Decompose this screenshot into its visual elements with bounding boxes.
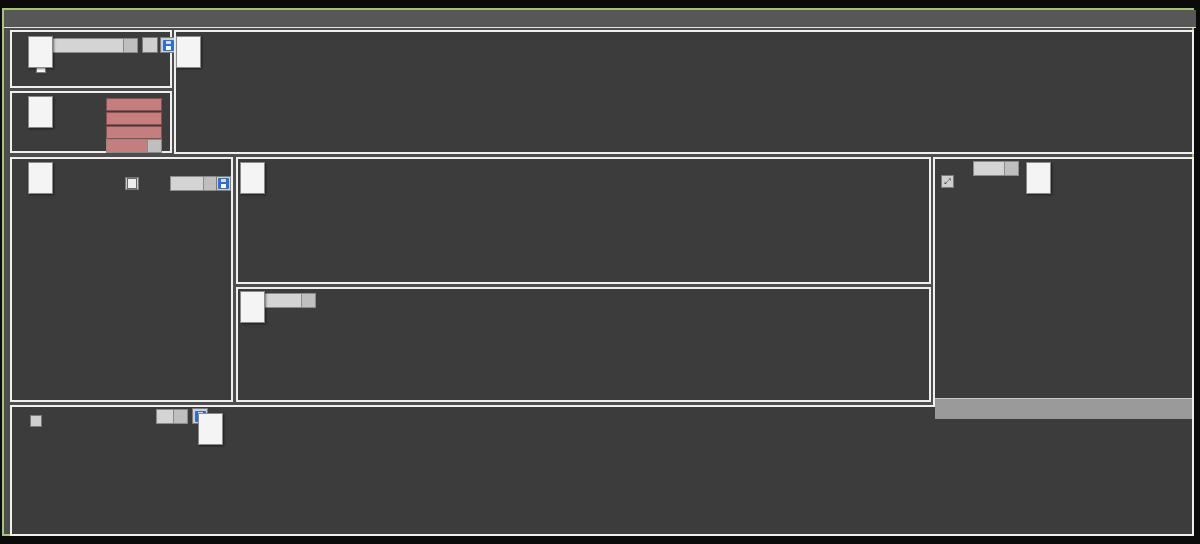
- axis-scale-button[interactable]: ⤢: [941, 175, 954, 188]
- spectrum-method-select[interactable]: [260, 293, 316, 308]
- height-field[interactable]: [106, 126, 162, 139]
- annotation-badge-8: [198, 413, 223, 445]
- map-count-select[interactable]: [973, 161, 1019, 176]
- annotation-badge-7: [1026, 162, 1051, 194]
- gender-select[interactable]: [106, 139, 162, 153]
- tachogram-panel: [236, 157, 931, 284]
- impulse-plot[interactable]: [176, 32, 1192, 152]
- tachogram-plot[interactable]: [238, 159, 929, 282]
- annotation-badge-5: [240, 162, 265, 194]
- return-map-xlabel-bar: [935, 398, 1192, 419]
- chevron-down-icon: [173, 410, 187, 423]
- annotation-badge-4: [176, 36, 201, 68]
- annotation-badge-1: [28, 36, 53, 68]
- spectrum-plot[interactable]: [238, 289, 929, 400]
- record-select[interactable]: [170, 176, 218, 191]
- save-icon: [218, 178, 229, 189]
- impulse-plot-panel: [174, 30, 1194, 154]
- save-hrv-button[interactable]: [216, 176, 231, 191]
- chevron-down-icon: [301, 294, 315, 307]
- copy-local-button[interactable]: [125, 177, 139, 190]
- segmentwise-panel: [10, 405, 1194, 536]
- save-icon: [163, 40, 174, 51]
- segmentwise-plot[interactable]: [12, 407, 1192, 534]
- spectrum-panel: [236, 287, 931, 402]
- chevron-down-icon: [203, 177, 217, 190]
- extract-signal-button[interactable]: [142, 37, 158, 53]
- copy-icon: [127, 178, 137, 189]
- title-bar: [4, 10, 1196, 28]
- weight-field[interactable]: [106, 112, 162, 125]
- age-field[interactable]: [106, 98, 162, 111]
- annotation-badge-3: [28, 162, 53, 194]
- pulse-window: ⤢: [0, 0, 1200, 544]
- chevron-down-icon: [1004, 162, 1018, 175]
- chevron-down-icon: [123, 39, 137, 52]
- annotation-badge-2: [28, 96, 53, 128]
- close-legend-button[interactable]: [30, 415, 42, 427]
- segment-count-select[interactable]: [156, 409, 188, 424]
- annotation-badge-6: [240, 291, 265, 323]
- chevron-down-icon: [147, 140, 161, 152]
- return-map-plot[interactable]: [935, 159, 1192, 399]
- return-map-panel: ⤢: [933, 157, 1194, 421]
- axis-scale-icon: ⤢: [944, 177, 950, 187]
